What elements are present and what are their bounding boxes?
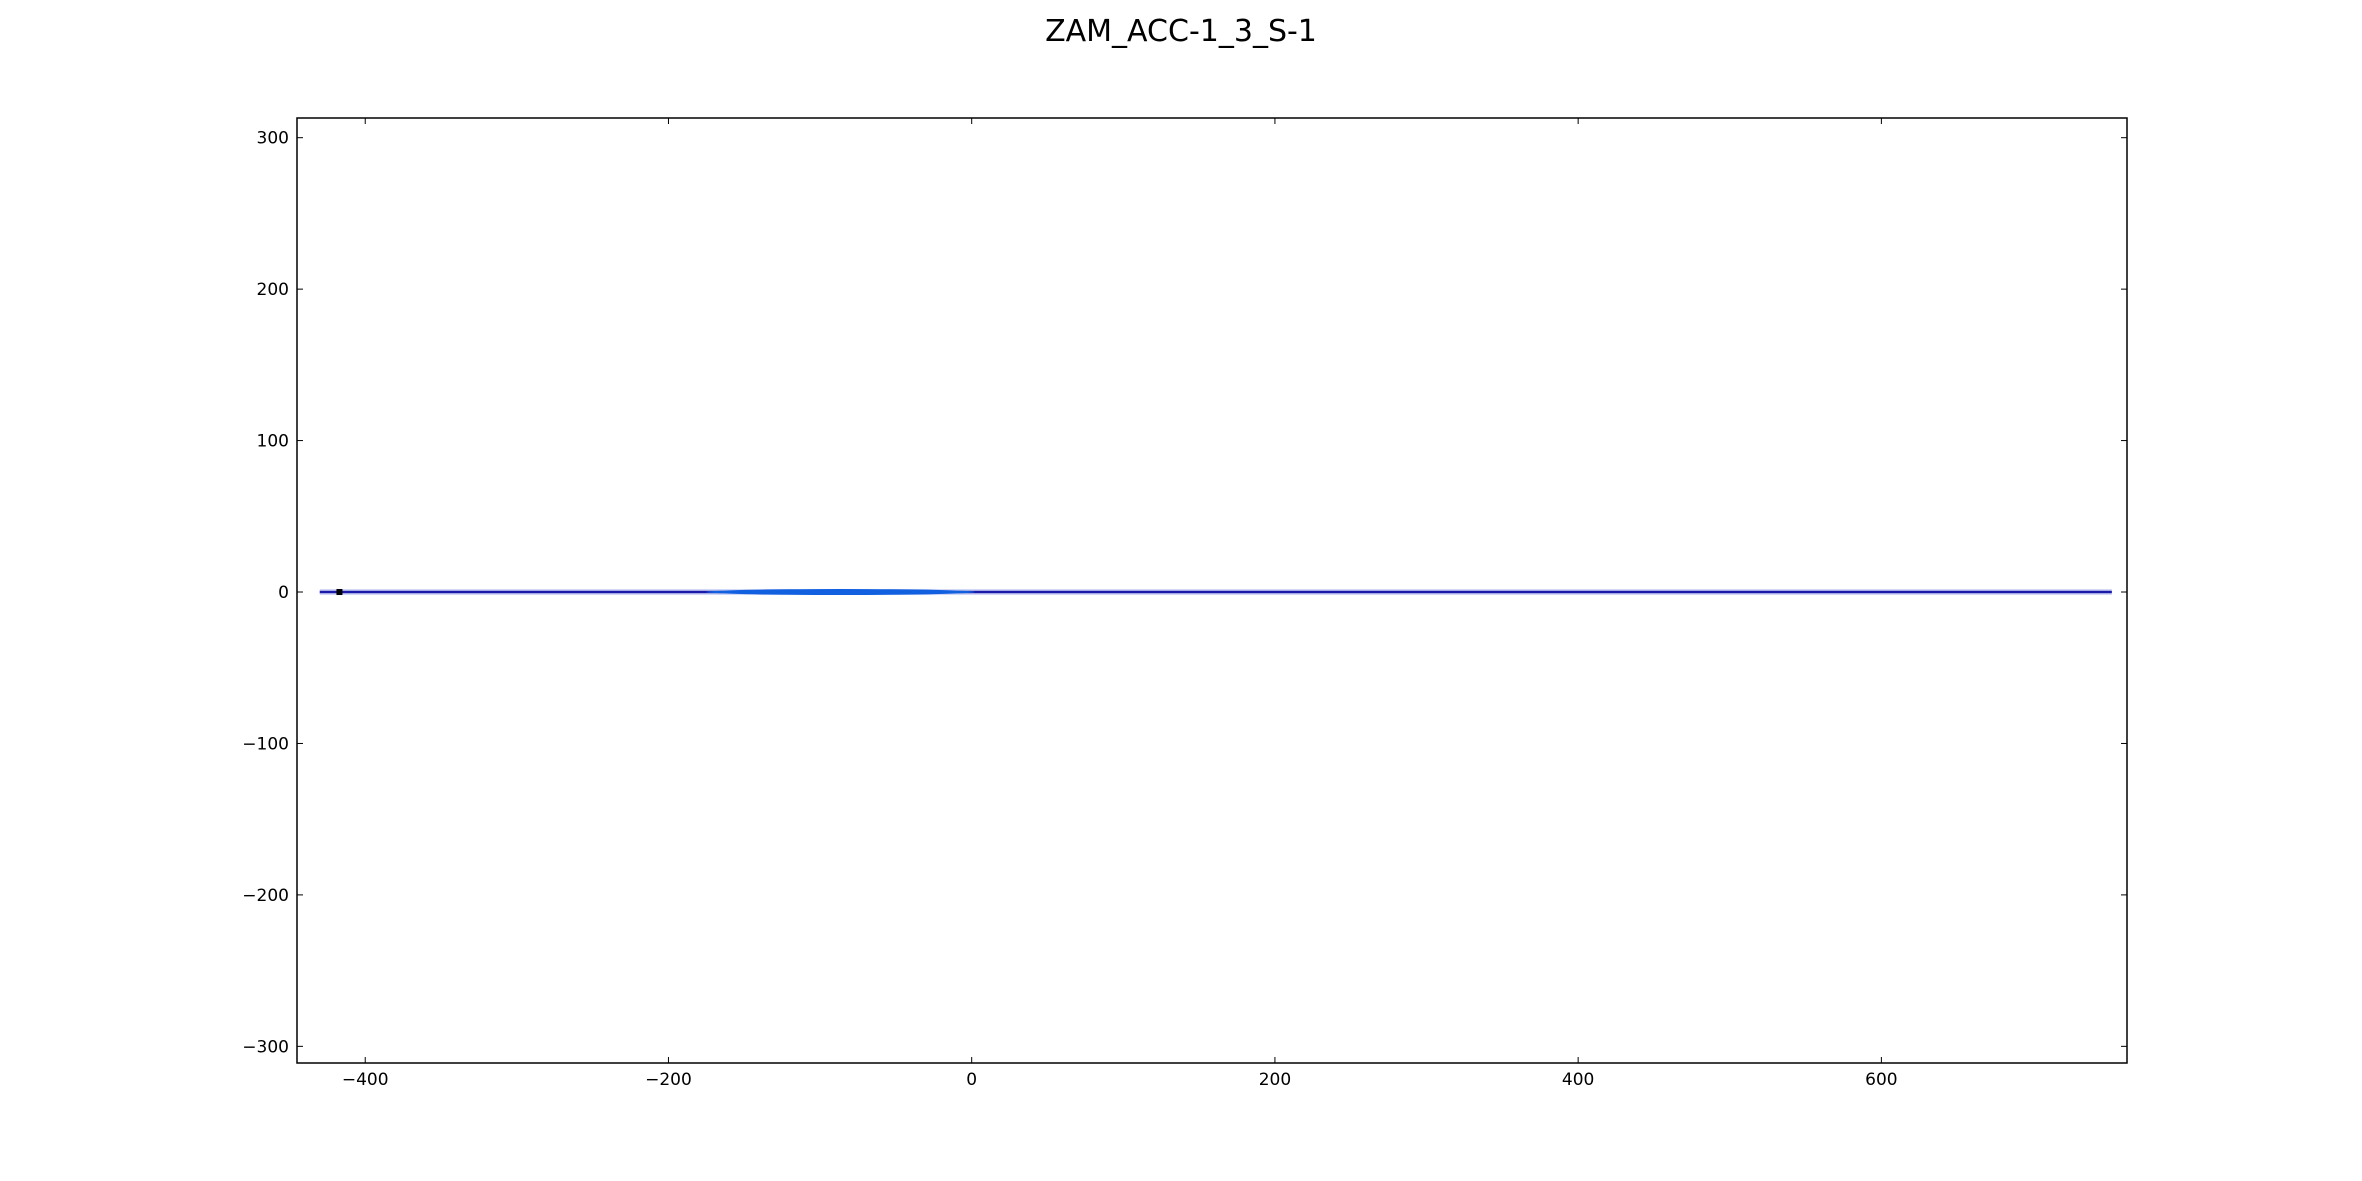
x-tick-label: −400: [342, 1070, 389, 1090]
x-tick-label: 0: [966, 1070, 977, 1090]
marks-layer: [319, 588, 2112, 596]
y-tick-label: 100: [257, 432, 289, 452]
axes-frame: [296, 117, 2128, 1064]
chart-title: ZAM_ACC-1_3_S-1: [1045, 14, 1317, 49]
y-tick-label: 0: [278, 583, 289, 603]
y-tick-label: −100: [242, 734, 289, 754]
y-tick-label: 300: [257, 129, 289, 149]
x-tick-label: 400: [1562, 1070, 1594, 1090]
vehicle-trajectory: [706, 589, 975, 596]
y-tick-label: −300: [242, 1037, 289, 1057]
x-tick-label: 200: [1259, 1070, 1291, 1090]
x-tick-label: −200: [645, 1070, 692, 1090]
ego-vehicle-marker: [336, 589, 343, 596]
ticks-layer: −400 −200 0 200 400 600 300 200 100 0 −100 −200 −300: [242, 118, 2127, 1090]
x-tick-label: 600: [1865, 1070, 1897, 1090]
y-tick-label: −200: [242, 886, 289, 906]
y-tick-label: 200: [257, 280, 289, 300]
